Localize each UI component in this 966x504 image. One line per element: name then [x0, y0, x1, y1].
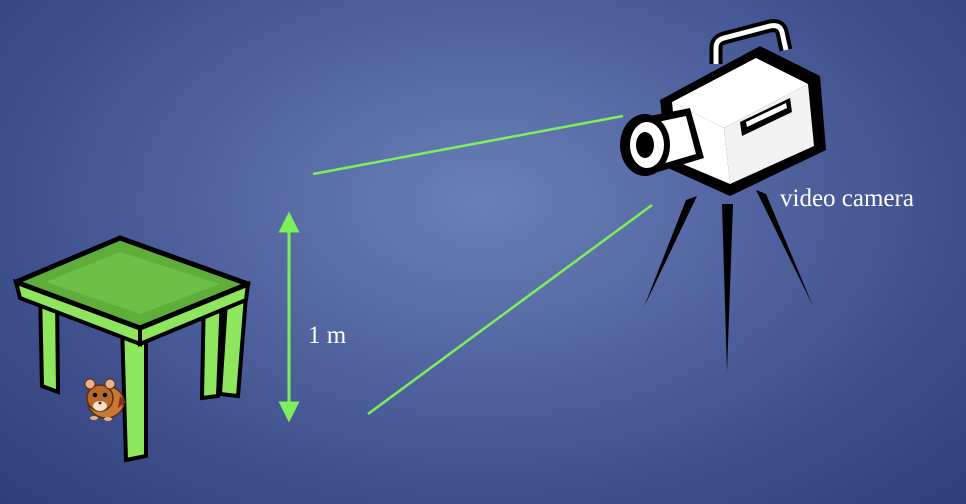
- view-line-upper: [312, 114, 624, 176]
- view-line-lower: [367, 203, 653, 416]
- distance-label: 1 m: [308, 322, 347, 349]
- hamster-icon: [84, 378, 126, 421]
- camera-label: video camera: [780, 185, 914, 212]
- table-icon: [13, 235, 251, 463]
- video-camera-icon: [620, 19, 826, 372]
